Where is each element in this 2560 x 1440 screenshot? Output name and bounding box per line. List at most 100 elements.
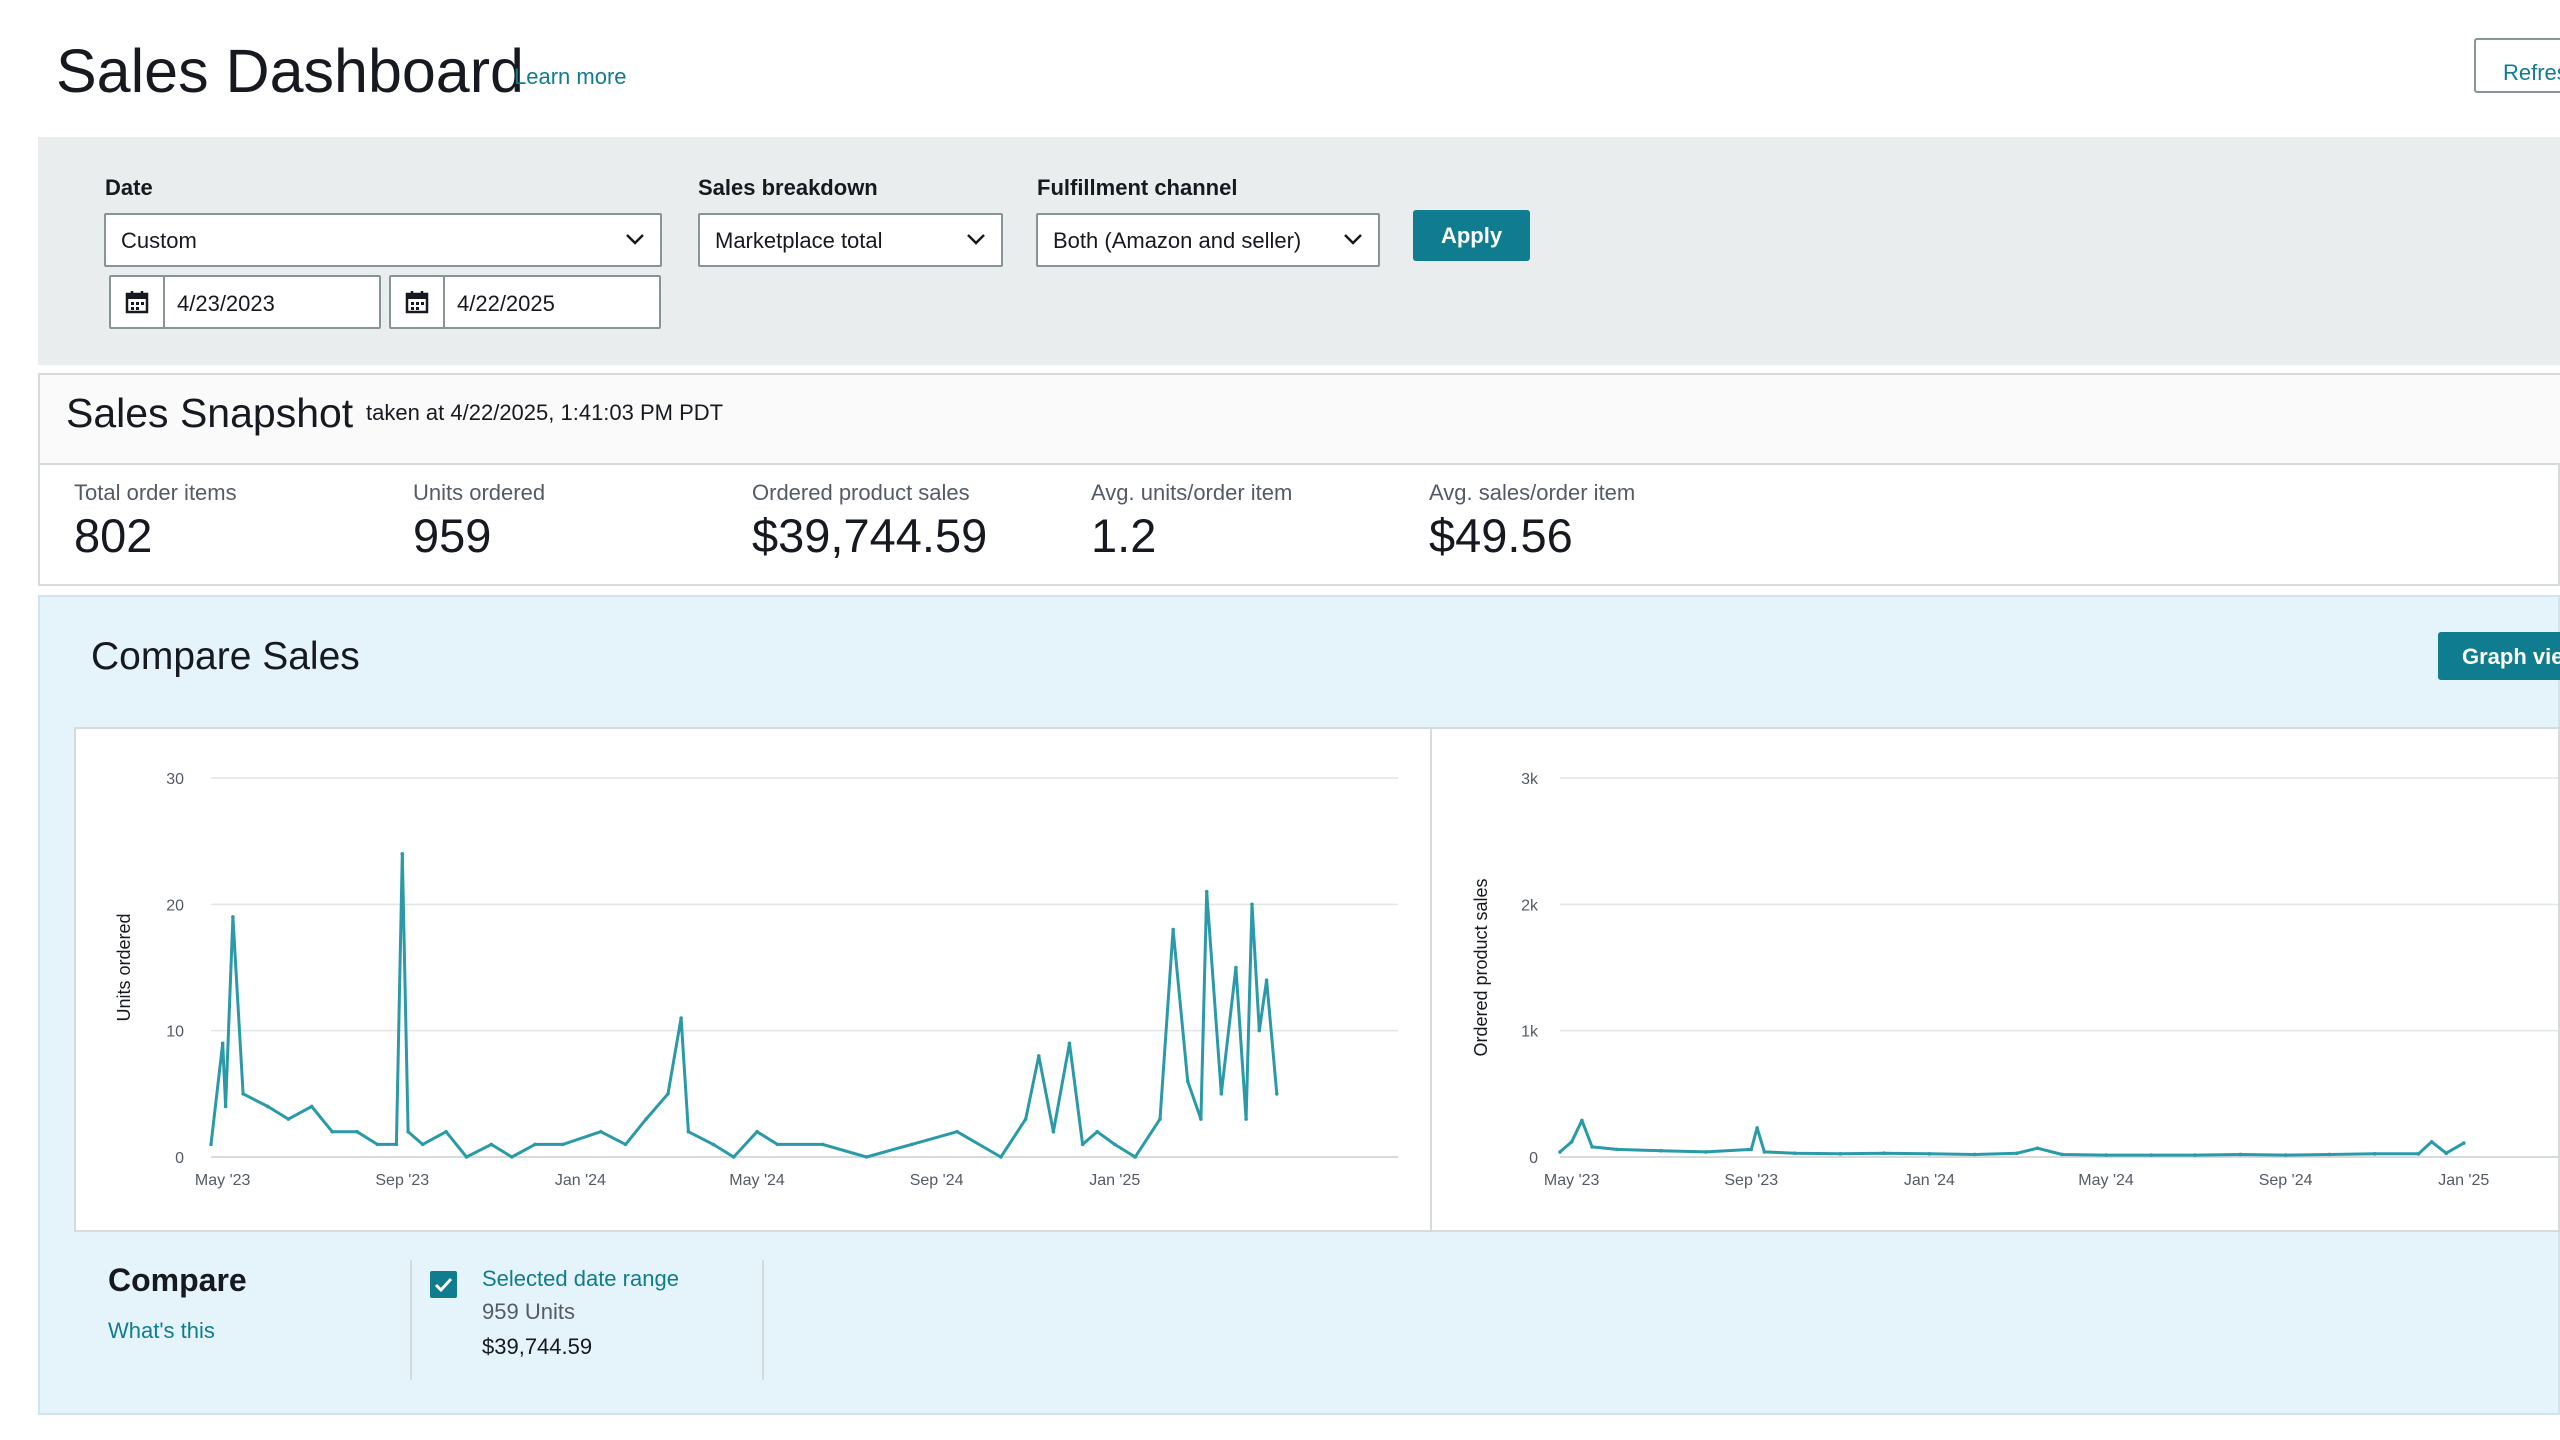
y-axis-label: Ordered product sales <box>1471 878 1491 1056</box>
sales-snapshot-header <box>40 375 2560 465</box>
data-point <box>1023 1117 1028 1121</box>
end-date-field[interactable]: 4/22/2025 <box>389 275 661 329</box>
data-point <box>464 1155 469 1159</box>
data-point <box>1171 927 1175 932</box>
refresh-button[interactable]: Refresh <box>2474 38 2560 93</box>
data-point <box>666 1092 670 1096</box>
data-point <box>1580 1118 1584 1123</box>
data-point <box>1250 902 1254 907</box>
data-point <box>1793 1151 1797 1156</box>
data-point <box>1704 1150 1708 1154</box>
data-point <box>2149 1153 2154 1157</box>
compare-sales-title: Compare Sales <box>91 635 360 678</box>
chevron-down-icon <box>967 234 985 245</box>
date-filter-label: Date <box>105 175 153 200</box>
y-axis-label: Units ordered <box>114 913 134 1021</box>
data-point <box>266 1104 270 1109</box>
data-point <box>2238 1152 2243 1157</box>
data-point <box>1185 1079 1190 1083</box>
start-date-field[interactable]: 4/23/2023 <box>109 275 381 329</box>
data-point <box>1158 1117 1162 1121</box>
data-point <box>1972 1152 1977 1157</box>
chart-area <box>74 727 2560 1232</box>
y-tick-label: 1k <box>1521 1024 1539 1041</box>
page-title: Sales Dashboard <box>56 37 524 105</box>
metric-label-ordered-product-sales: Ordered product sales <box>752 480 970 505</box>
metric-label-avg-units-per-order-item: Avg. units/order item <box>1091 480 1293 505</box>
fulfillment-channel-value: Both (Amazon and seller) <box>1053 228 1302 253</box>
metric-label-units-ordered: Units ordered <box>413 480 546 505</box>
data-point <box>775 1142 780 1147</box>
data-point <box>489 1142 494 1147</box>
data-point <box>561 1142 565 1147</box>
data-point <box>1275 1092 1279 1096</box>
graph-view-button[interactable]: Graph view <box>2438 632 2560 680</box>
calendar-icon[interactable] <box>111 277 165 327</box>
data-point <box>241 1092 245 1096</box>
y-tick-label: 20 <box>166 897 184 914</box>
x-tick-label: Sep '24 <box>910 1172 964 1189</box>
data-point <box>1080 1142 1085 1147</box>
data-point <box>910 1142 914 1147</box>
fulfillment-channel-label: Fulfillment channel <box>1037 175 1238 200</box>
data-point <box>1051 1129 1056 1134</box>
data-point <box>1133 1155 1137 1159</box>
data-point <box>2416 1152 2421 1156</box>
data-point <box>999 1155 1003 1159</box>
data-point <box>1558 1150 1562 1154</box>
x-tick-label: May '23 <box>195 1172 251 1189</box>
y-tick-label: 0 <box>1529 1150 1538 1167</box>
data-point <box>309 1104 314 1109</box>
chevron-down-icon <box>1344 234 1362 245</box>
calendar-icon[interactable] <box>391 277 445 327</box>
x-tick-label: May '24 <box>729 1172 785 1189</box>
sales-breakdown-label: Sales breakdown <box>698 175 878 200</box>
data-point <box>509 1155 514 1159</box>
data-point <box>394 1142 399 1147</box>
snapshot-timestamp: taken at 4/22/2025, 1:41:03 PM PDT <box>366 400 724 425</box>
data-point <box>820 1142 825 1147</box>
data-point <box>755 1129 759 1134</box>
data-point <box>1219 1092 1224 1096</box>
start-date-value: 4/23/2023 <box>177 291 275 316</box>
metric-value-avg-sales-per-order-item: $49.56 <box>1429 509 1573 562</box>
metric-label-avg-sales-per-order-item: Avg. sales/order item <box>1429 480 1636 505</box>
series-line <box>1559 1118 2465 1157</box>
data-point <box>400 852 405 856</box>
learn-more-link[interactable]: Learn more <box>514 64 627 89</box>
chevron-down-icon <box>626 234 644 245</box>
data-point <box>1762 1150 1767 1154</box>
data-point <box>2193 1153 2197 1157</box>
data-point <box>686 1129 691 1134</box>
check-icon <box>434 1277 453 1293</box>
legend-units: 959 Units <box>482 1299 575 1324</box>
sales-snapshot-title: Sales Snapshot <box>66 390 354 436</box>
x-tick-label: Sep '24 <box>2259 1172 2313 1189</box>
y-tick-label: 3k <box>1521 771 1539 788</box>
date-range-select[interactable]: Custom <box>104 213 662 267</box>
y-tick-label: 30 <box>166 771 184 788</box>
apply-button[interactable]: Apply <box>1413 210 1530 261</box>
data-point <box>1590 1145 1594 1149</box>
data-point <box>2372 1152 2377 1156</box>
legend-divider <box>762 1260 764 1380</box>
data-point <box>406 1129 410 1134</box>
selected-range-checkbox[interactable] <box>430 1271 457 1298</box>
whats-this-link[interactable]: What's this <box>108 1318 215 1343</box>
y-tick-label: 10 <box>166 1024 184 1041</box>
metric-label-total-order-items: Total order items <box>74 480 237 505</box>
data-point <box>355 1129 359 1134</box>
data-point <box>2283 1153 2288 1157</box>
data-point <box>599 1129 603 1134</box>
fulfillment-channel-select[interactable]: Both (Amazon and seller) <box>1036 213 1380 267</box>
x-tick-label: Jan '24 <box>1904 1172 1955 1189</box>
x-tick-label: Jan '24 <box>555 1172 606 1189</box>
data-point <box>2429 1140 2434 1144</box>
legend-sales: $39,744.59 <box>482 1334 593 1359</box>
data-point <box>1067 1041 1072 1046</box>
x-tick-label: Jan '25 <box>2438 1172 2489 1189</box>
data-point <box>644 1117 648 1121</box>
sales-breakdown-select[interactable]: Marketplace total <box>698 213 1003 267</box>
data-point <box>1755 1126 1759 1130</box>
metric-value-ordered-product-sales: $39,744.59 <box>752 509 988 562</box>
